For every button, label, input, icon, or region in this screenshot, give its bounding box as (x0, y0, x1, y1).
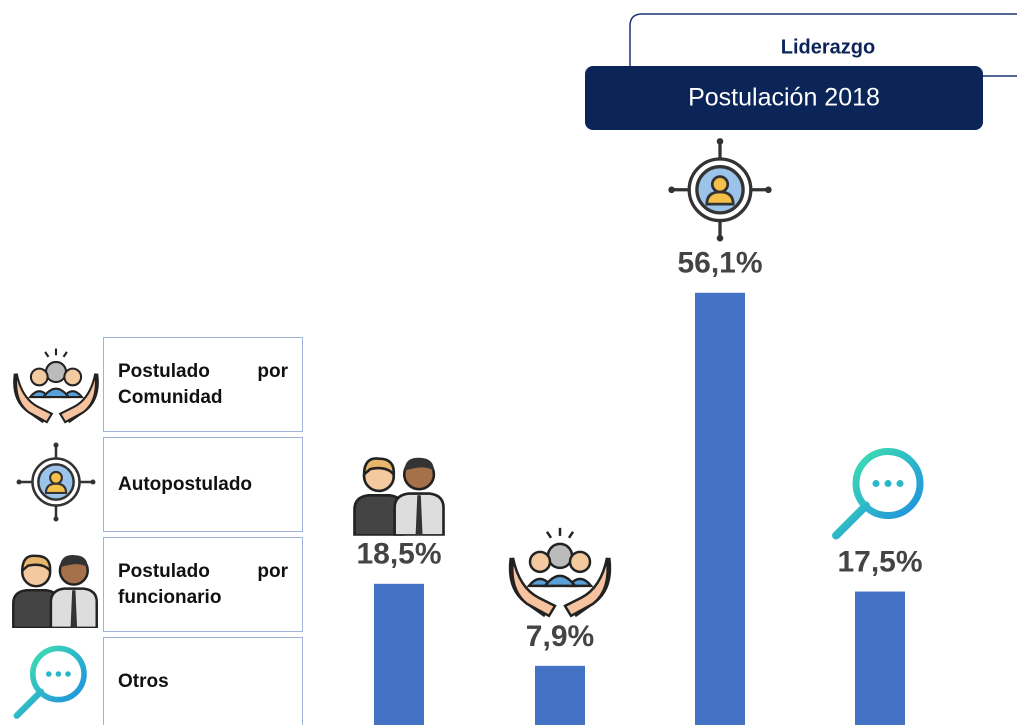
legend-item: Otros (103, 637, 303, 725)
value-label: 18,5% (356, 538, 441, 571)
bar (855, 592, 905, 725)
legend-label: Autopostulado (118, 472, 288, 498)
legend-icon (17, 648, 84, 715)
tab-title: Liderazgo (781, 36, 875, 58)
value-label: 7,9% (526, 620, 594, 653)
legend-item: Postulado por funcionario (103, 537, 303, 632)
value-label: 56,1% (677, 247, 762, 280)
legend-icon (14, 349, 97, 423)
bar (535, 666, 585, 725)
value-label: 17,5% (837, 545, 922, 578)
bar-icon (354, 458, 443, 536)
page: Liderazgo Postulación 2018 18,5% 7,9% 56,1… (0, 0, 1017, 725)
legend-item: Postulado por Comunidad (103, 337, 303, 432)
bar (374, 584, 424, 725)
legend-icon (17, 443, 96, 522)
bar (695, 293, 745, 725)
legend-label: Postulado por Comunidad (118, 359, 288, 411)
bar-icon (510, 528, 609, 616)
legend-item: Autopostulado (103, 437, 303, 532)
bar-icon (836, 452, 920, 536)
legend-icon (13, 555, 96, 628)
legend-label: Otros (118, 669, 288, 695)
bar-icon (668, 138, 771, 241)
legend-label: Postulado por funcionario (118, 559, 288, 611)
chart-title: Postulación 2018 (688, 84, 880, 112)
